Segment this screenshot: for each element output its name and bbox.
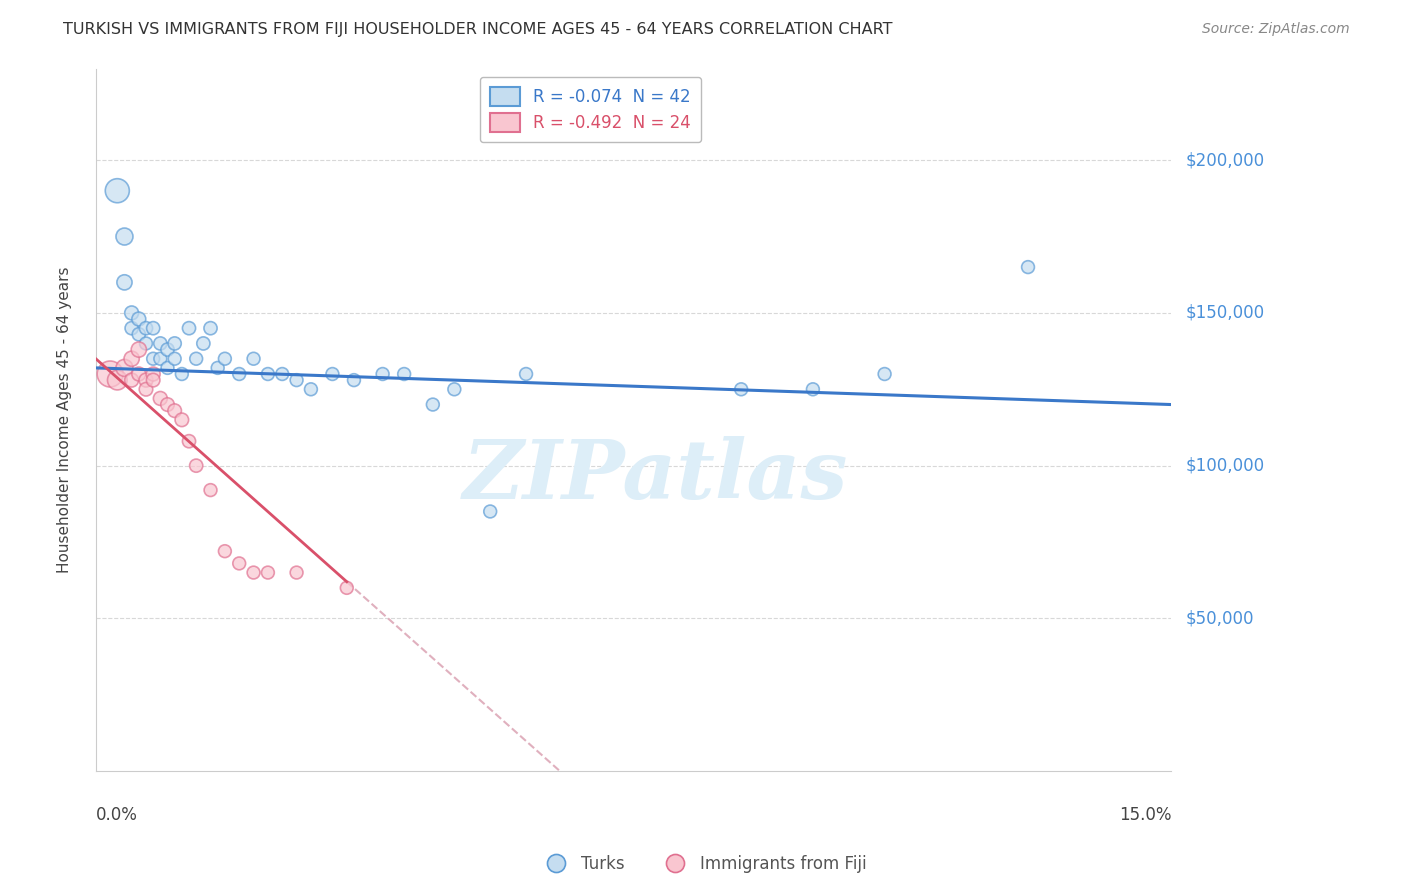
Legend: R = -0.074  N = 42, R = -0.492  N = 24: R = -0.074 N = 42, R = -0.492 N = 24: [479, 77, 702, 142]
Point: [200, 321, 222, 335]
Text: ZIPatlas: ZIPatlas: [463, 436, 848, 516]
Point: [343, 373, 366, 387]
Point: [149, 392, 172, 406]
Point: [186, 351, 208, 366]
Point: [156, 398, 179, 412]
Point: [156, 360, 179, 375]
Point: [128, 343, 150, 357]
Point: [177, 321, 200, 335]
Point: [156, 343, 179, 357]
Point: [98, 367, 121, 381]
Text: $50,000: $50,000: [1185, 609, 1254, 627]
Point: [371, 367, 394, 381]
Point: [128, 312, 150, 326]
Point: [163, 351, 186, 366]
Point: [392, 367, 415, 381]
Point: [214, 544, 236, 558]
Point: [135, 336, 157, 351]
Point: [730, 382, 752, 396]
Text: $150,000: $150,000: [1185, 304, 1264, 322]
Point: [321, 367, 343, 381]
Text: $200,000: $200,000: [1185, 151, 1264, 169]
Point: [114, 276, 136, 290]
Point: [121, 306, 143, 320]
Point: [873, 367, 896, 381]
Point: [479, 504, 502, 518]
Point: [193, 336, 215, 351]
Point: [285, 566, 308, 580]
Text: $100,000: $100,000: [1185, 457, 1264, 475]
Point: [149, 351, 172, 366]
Point: [186, 458, 208, 473]
Point: [1017, 260, 1039, 274]
Point: [271, 367, 294, 381]
Y-axis label: Householder Income Ages 45 - 64 years: Householder Income Ages 45 - 64 years: [58, 267, 72, 573]
Point: [443, 382, 465, 396]
Point: [121, 321, 143, 335]
Text: 0.0%: 0.0%: [96, 806, 138, 824]
Point: [200, 483, 222, 497]
Text: 15.0%: 15.0%: [1119, 806, 1171, 824]
Point: [121, 351, 143, 366]
Text: Source: ZipAtlas.com: Source: ZipAtlas.com: [1202, 22, 1350, 37]
Legend: Turks, Immigrants from Fiji: Turks, Immigrants from Fiji: [533, 848, 873, 880]
Point: [135, 382, 157, 396]
Point: [114, 229, 136, 244]
Point: [257, 367, 280, 381]
Point: [105, 373, 128, 387]
Point: [336, 581, 359, 595]
Point: [142, 321, 165, 335]
Point: [135, 373, 157, 387]
Point: [285, 373, 308, 387]
Point: [242, 351, 264, 366]
Point: [128, 327, 150, 342]
Point: [170, 367, 193, 381]
Point: [149, 336, 172, 351]
Point: [114, 360, 136, 375]
Point: [257, 566, 280, 580]
Point: [515, 367, 537, 381]
Point: [177, 434, 200, 449]
Point: [228, 557, 250, 571]
Point: [142, 351, 165, 366]
Point: [142, 367, 165, 381]
Point: [801, 382, 824, 396]
Point: [422, 398, 444, 412]
Point: [170, 413, 193, 427]
Point: [135, 321, 157, 335]
Point: [299, 382, 322, 396]
Point: [105, 184, 128, 198]
Point: [163, 403, 186, 417]
Text: TURKISH VS IMMIGRANTS FROM FIJI HOUSEHOLDER INCOME AGES 45 - 64 YEARS CORRELATIO: TURKISH VS IMMIGRANTS FROM FIJI HOUSEHOL…: [63, 22, 893, 37]
Point: [228, 367, 250, 381]
Point: [163, 336, 186, 351]
Point: [207, 360, 229, 375]
Point: [242, 566, 264, 580]
Point: [128, 367, 150, 381]
Point: [121, 373, 143, 387]
Point: [214, 351, 236, 366]
Point: [142, 373, 165, 387]
